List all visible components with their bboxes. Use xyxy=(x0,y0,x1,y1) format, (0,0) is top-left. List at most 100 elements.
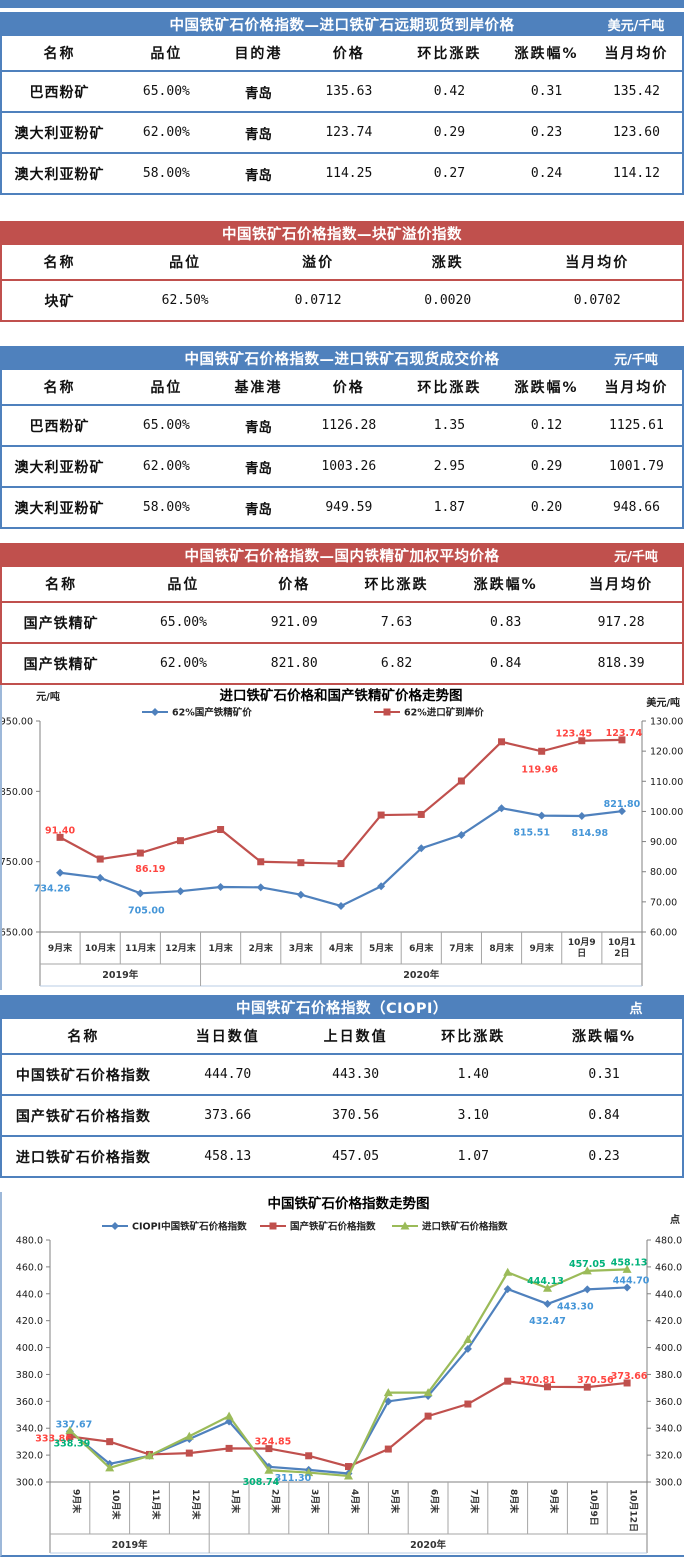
data-point-marker xyxy=(463,1344,472,1353)
data-point-marker xyxy=(65,1425,75,1434)
column-header: 当月均价 xyxy=(590,36,683,72)
x-axis-tick-label: 10月9日 xyxy=(588,1489,599,1526)
data-label: 324.85 xyxy=(255,1437,292,1448)
data-point-marker xyxy=(96,873,105,882)
right-axis-tick-label: 100.00 xyxy=(650,807,683,818)
table-title: 中国铁矿石价格指数—块矿溢价指数 xyxy=(222,226,462,243)
value-cell: 818.39 xyxy=(560,642,683,684)
data-label: 123.45 xyxy=(555,729,592,740)
data-label: 815.51 xyxy=(513,828,550,839)
value-cell: 1.35 xyxy=(433,418,466,433)
value-cell: 0.0702 xyxy=(573,293,621,308)
legend-marker xyxy=(400,1221,410,1230)
right-axis-tick-label: 110.00 xyxy=(650,777,683,788)
left-axis-tick-label: 360.0 xyxy=(16,1397,43,1408)
column-header: 品位 xyxy=(116,36,216,72)
x-axis-tick-label: 7月末 xyxy=(449,942,474,954)
value-cell: 114.25 xyxy=(301,152,397,194)
value-cell: 1.07 xyxy=(420,1135,527,1177)
x-axis-tick-label: 9月末 xyxy=(48,942,73,954)
legend-label: 62%进口矿到岸价 xyxy=(404,707,484,719)
column-header: 涨跌幅% xyxy=(502,370,591,406)
table-title: 中国铁矿石价格指数—国内铁精矿加权平均价格 xyxy=(184,548,500,565)
data-label: 337.67 xyxy=(56,1419,93,1430)
value-cell: 7.63 xyxy=(380,615,413,630)
data-label: 443.30 xyxy=(557,1301,594,1312)
x-axis-tick-label: 11月末 xyxy=(150,1489,162,1521)
table-import-forward-cfr-price: 中国铁矿石价格指数—进口铁矿石远期现货到岸价格 美元/千吨 名称 品位 目的港 价格 环比涨… xyxy=(0,12,684,195)
table-row: 块矿 62.50% 0.0712 0.0020 0.0702 xyxy=(1,280,683,321)
data-point-marker xyxy=(537,811,546,820)
table-row: 巴西粉矿 65.00% 青岛 135.63 0.42 0.31 135.42 xyxy=(1,71,683,112)
value-cell: 65.00% xyxy=(142,84,190,99)
value-cell: 444.70 xyxy=(204,1067,252,1082)
value-cell: 0.0020 xyxy=(424,293,472,308)
data-point-marker xyxy=(176,837,184,845)
column-header: 环比涨跌 xyxy=(396,370,503,406)
data-point-marker xyxy=(66,1432,74,1440)
data-point-marker xyxy=(503,1285,512,1294)
column-header: 名称 xyxy=(1,36,117,72)
value-cell: 458.13 xyxy=(164,1135,291,1177)
data-point-marker xyxy=(623,1283,632,1292)
value-cell: 1001.79 xyxy=(590,445,683,487)
data-label: 444.70 xyxy=(613,1275,650,1286)
table-title-bar: 中国铁矿石价格指数—进口铁矿石现货成交价格 元/千吨 xyxy=(0,346,684,370)
column-header: 涨跌幅% xyxy=(451,567,561,603)
x-axis-tick-label: 10月12日 xyxy=(628,1489,639,1532)
column-header: 价格 xyxy=(301,36,397,72)
data-point-marker xyxy=(538,747,546,755)
value-cell: 0.27 xyxy=(396,152,503,194)
value-cell: 1003.26 xyxy=(301,445,397,487)
left-axis-tick-label: 300.0 xyxy=(16,1478,43,1489)
left-axis-tick-label: 750.00 xyxy=(2,857,33,868)
value-cell: 1.87 xyxy=(396,486,503,528)
data-point-marker xyxy=(423,1388,433,1397)
value-cell: 0.12 xyxy=(530,418,563,433)
data-point-marker xyxy=(622,1264,632,1273)
row-name-cell: 澳大利亚粉矿 xyxy=(1,445,117,487)
x-axis-tick-label: 3月末 xyxy=(309,1489,321,1514)
value-cell: 0.42 xyxy=(433,84,466,99)
table-row: 澳大利亚粉矿 62.00% 青岛 1003.26 2.95 0.29 1001.79 xyxy=(1,445,683,487)
data-point-marker xyxy=(96,855,104,863)
value-cell: 135.42 xyxy=(612,84,660,99)
value-cell: 114.12 xyxy=(590,152,683,194)
row-name-cell: 巴西粉矿 xyxy=(29,84,90,101)
data-point-marker xyxy=(424,1412,432,1420)
data-label: 432.47 xyxy=(529,1316,566,1327)
table-row: 中国铁矿石价格指数 444.70 443.30 1.40 0.31 xyxy=(1,1054,683,1095)
data-point-marker xyxy=(464,1400,472,1408)
x-axis-tick-label: 10月末 xyxy=(110,1489,122,1521)
data-point-marker xyxy=(417,810,425,818)
data-point-marker xyxy=(618,736,626,744)
value-cell: 457.05 xyxy=(290,1135,421,1177)
data-label: 119.96 xyxy=(521,764,558,775)
x-axis-tick-label: 7月末 xyxy=(468,1489,480,1514)
data-point-marker xyxy=(457,777,465,785)
row-name-cell: 国产铁矿石价格指数 xyxy=(1,1094,165,1136)
right-axis-tick-label: 400.0 xyxy=(655,1343,682,1354)
left-axis-tick-label: 420.0 xyxy=(16,1316,43,1327)
data-point-marker xyxy=(106,1438,114,1446)
data-label: 705.00 xyxy=(128,905,165,916)
ciopi-index-trend-chart: 中国铁矿石价格指数走势图点 CIOPI中国铁矿石价格指数 国产铁矿石价格指数 进口铁矿… xyxy=(0,1192,684,1557)
year-group-label: 2020年 xyxy=(410,1539,446,1551)
data-point-marker xyxy=(296,890,305,899)
value-cell: 6.82 xyxy=(341,642,452,684)
table-unit: 美元/千吨 xyxy=(607,18,665,34)
value-cell: 0.23 xyxy=(502,111,591,153)
row-name-cell: 进口铁矿石价格指数 xyxy=(1,1135,165,1177)
data-point-marker xyxy=(184,1431,194,1440)
column-header: 当日数值 xyxy=(164,1019,291,1055)
table-title: 中国铁矿石价格指数—进口铁矿石现货成交价格 xyxy=(184,351,500,368)
left-axis-tick-label: 850.00 xyxy=(2,787,33,798)
value-cell: 0.23 xyxy=(526,1135,683,1177)
value-cell: 62.00% xyxy=(116,111,216,153)
column-header: 当月均价 xyxy=(512,245,683,281)
row-name-cell: 澳大利亚粉矿 xyxy=(1,486,117,528)
right-axis-tick-label: 80.00 xyxy=(650,867,677,878)
data-point-marker xyxy=(304,1468,314,1477)
table-row: 国产铁精矿 62.00% 821.80 6.82 0.84 818.39 xyxy=(1,642,683,684)
